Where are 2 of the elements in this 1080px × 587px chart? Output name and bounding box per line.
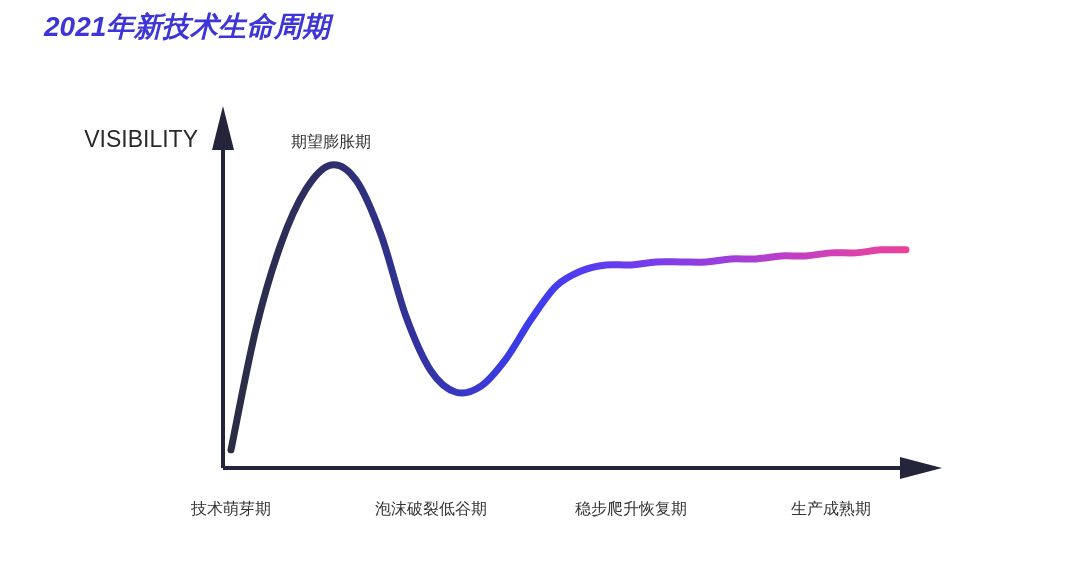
- annotation: 期望膨胀期: [291, 132, 371, 151]
- ylabel: VISIBILITY: [84, 126, 198, 152]
